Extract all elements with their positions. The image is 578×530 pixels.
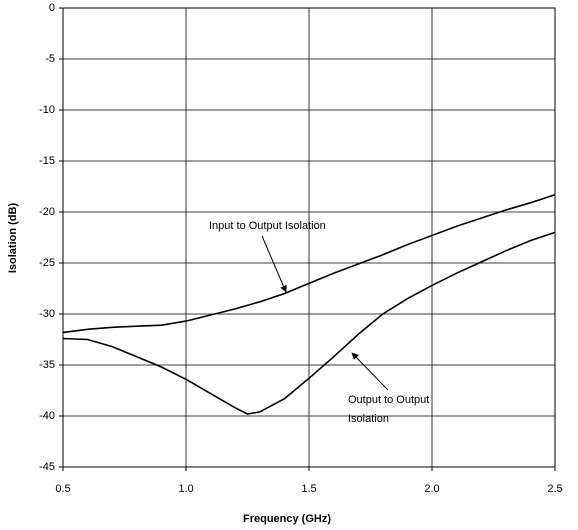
annotation: Output to Output [348, 394, 429, 406]
y-tick-label: -20 [39, 206, 55, 218]
y-axis-label: Isolation (dB) [7, 203, 19, 274]
y-tick-label: -10 [39, 104, 55, 116]
y-tick-label: -40 [39, 410, 55, 422]
data-line [62, 193, 556, 334]
x-tick-label: 1.0 [178, 483, 193, 495]
y-tick-label: -35 [39, 359, 55, 371]
y-tick-label: -30 [39, 308, 55, 320]
annotation: Input to Output Isolation [209, 220, 326, 232]
annotation-arrow [351, 352, 389, 391]
y-tick-label: -25 [39, 257, 55, 269]
x-tick-label: 0.5 [55, 483, 70, 495]
x-tick-label: 1.5 [301, 483, 316, 495]
y-tick-label: -15 [39, 155, 55, 167]
x-axis-label: Frequency (GHz) [243, 513, 331, 525]
annotation-arrow [261, 235, 287, 293]
y-tick-label: 0 [49, 2, 55, 14]
data-line [62, 231, 556, 415]
annotation: Isolation [348, 413, 389, 425]
plot-frame [62, 7, 556, 468]
x-tick-label: 2.0 [424, 483, 439, 495]
x-tick-label: 2.5 [547, 483, 562, 495]
y-tick-label: -5 [45, 53, 55, 65]
y-tick-label: -45 [39, 461, 55, 473]
